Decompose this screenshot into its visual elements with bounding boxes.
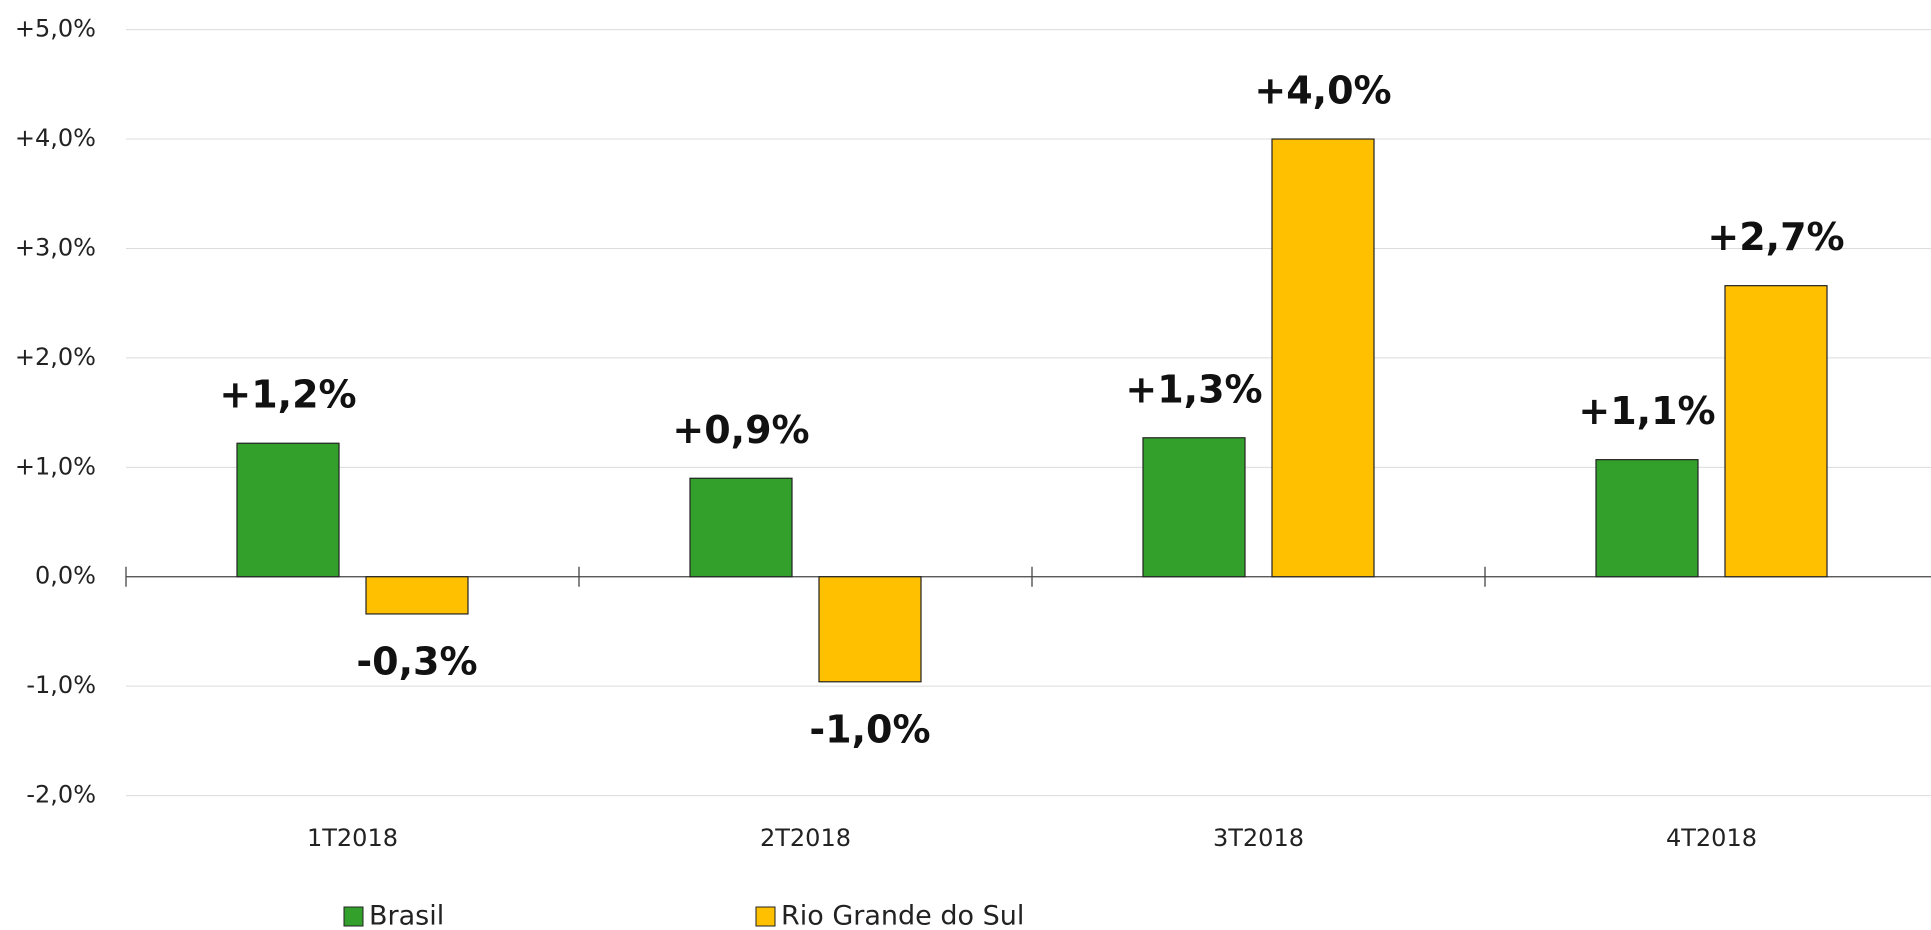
y-tick-label: +4,0% [15, 124, 96, 152]
bar [365, 576, 469, 615]
legend-label: Rio Grande do Sul [781, 901, 1024, 930]
y-tick-label: +3,0% [15, 233, 96, 261]
bar [1724, 285, 1828, 578]
bar [818, 576, 922, 683]
y-tick-label: 0,0% [35, 562, 96, 590]
data-label: +1,1% [1578, 389, 1715, 433]
legend-label: Brasil [369, 901, 444, 930]
x-tick-label: 2T2018 [760, 824, 851, 852]
x-tick-label: 4T2018 [1666, 824, 1757, 852]
y-tick-label: +5,0% [15, 15, 96, 43]
bar [1142, 437, 1246, 578]
legend-swatch [343, 906, 364, 927]
y-tick-label: -1,0% [26, 671, 96, 699]
data-label: +1,3% [1125, 367, 1262, 411]
data-label: +0,9% [672, 408, 809, 452]
bar [1271, 138, 1375, 578]
data-label: +2,7% [1707, 215, 1844, 259]
bar [236, 442, 340, 578]
legend-swatch [755, 906, 776, 927]
y-tick-label: -2,0% [26, 781, 96, 809]
data-label: -1,0% [809, 707, 930, 751]
y-tick-label: +2,0% [15, 343, 96, 371]
x-tick-label: 3T2018 [1213, 824, 1304, 852]
y-tick-label: +1,0% [15, 452, 96, 480]
bar [1595, 459, 1699, 578]
data-label: +4,0% [1254, 69, 1391, 113]
bar [689, 477, 793, 578]
x-tick-label: 1T2018 [307, 824, 398, 852]
data-label: -0,3% [356, 639, 477, 683]
data-label: +1,2% [219, 373, 356, 417]
